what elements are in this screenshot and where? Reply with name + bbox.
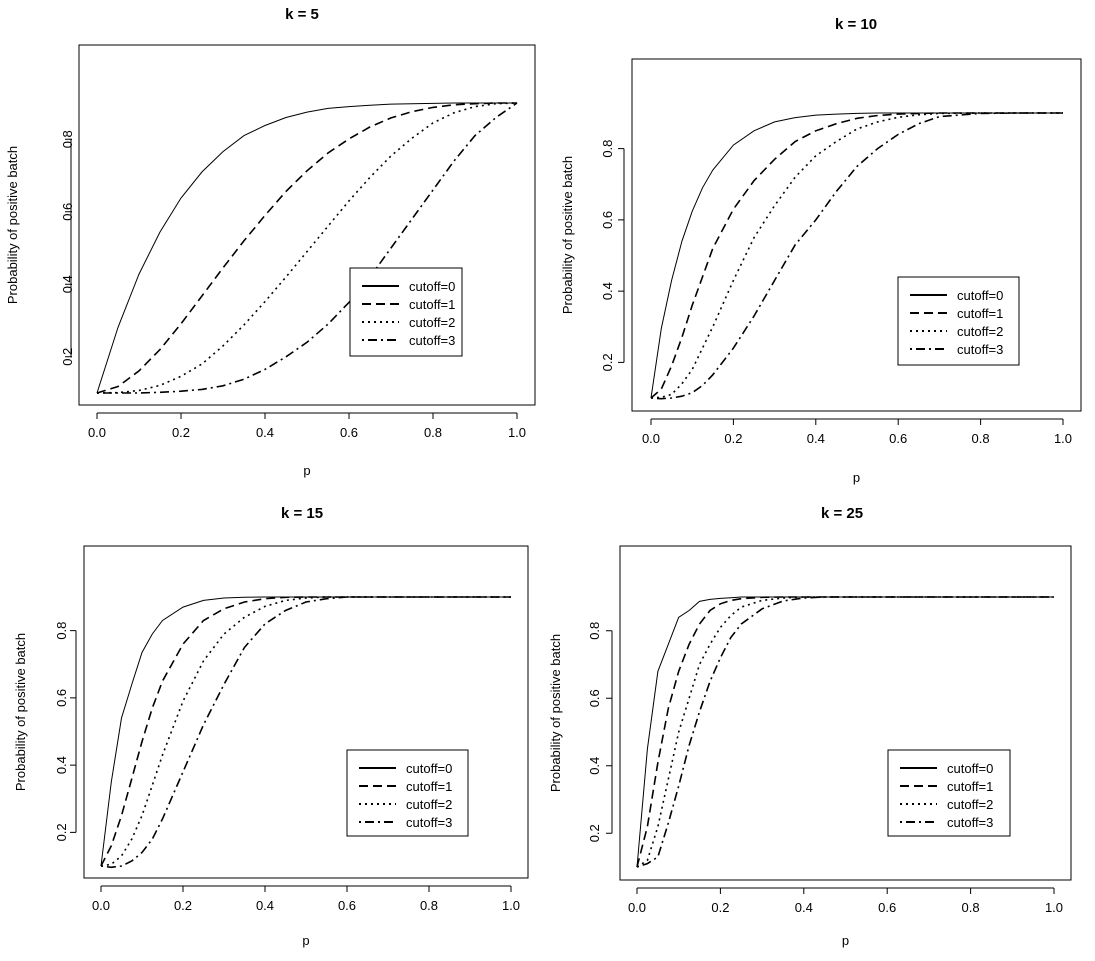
chart-title: k = 15: [281, 505, 323, 522]
x-tick-label: 0.0: [88, 425, 106, 440]
y-tick-label: 0.2: [54, 823, 69, 841]
series-line-cutoff-3: [636, 596, 1054, 868]
x-tick-label: 1.0: [502, 898, 520, 913]
plot-frame: [83, 545, 529, 879]
x-tick-label: 0.6: [340, 425, 358, 440]
panel-4: k = 25 0.0 0.2 0.4 0.6 0.8 1.0 0.2 0.4 0.6 0.8 p Pro…: [548, 505, 1072, 948]
series-line-cutoff-1: [96, 102, 517, 394]
legend-label: cutoff=1: [409, 297, 455, 312]
x-tick-label: 0.0: [628, 900, 646, 915]
y-axis-label: Probability of positive batch: [13, 633, 28, 791]
series-line-cutoff-3: [97, 102, 518, 394]
y-tick-label: 0.2: [600, 353, 615, 371]
x-axis-label: p: [302, 933, 309, 948]
x-axis-label: p: [853, 470, 860, 485]
y-tick-label: 0.4: [60, 275, 75, 293]
x-tick-label: 1.0: [1045, 900, 1063, 915]
legend: cutoff=0 cutoff=1 cutoff=2 cutoff=3: [897, 276, 1020, 366]
x-tick-label: 0.6: [878, 900, 896, 915]
x-tick-label: 0.2: [174, 898, 192, 913]
legend-label: cutoff=2: [947, 797, 993, 812]
series-line-cutoff-2: [96, 102, 518, 394]
legend-label: cutoff=2: [406, 797, 452, 812]
y-tick-label: 0.2: [587, 824, 602, 842]
legend-label: cutoff=2: [409, 315, 455, 330]
chart-title: k = 10: [835, 16, 877, 33]
series-line-cutoff-3: [100, 596, 511, 869]
legend: cutoff=0 cutoff=1 cutoff=2 cutoff=3: [349, 267, 463, 357]
series-line-cutoff-1: [650, 112, 1063, 399]
y-tick-label: 0.4: [54, 756, 69, 774]
plot-frame: [619, 545, 1072, 881]
legend-label: cutoff=3: [406, 815, 452, 830]
legend-label: cutoff=3: [957, 342, 1003, 357]
y-tick-label: 0.2: [60, 348, 75, 366]
legend-label: cutoff=1: [957, 306, 1003, 321]
y-tick-label: 0.4: [587, 757, 602, 775]
legend-label: cutoff=1: [947, 779, 993, 794]
x-tick-label: 0.2: [172, 425, 190, 440]
x-tick-label: 0.8: [420, 898, 438, 913]
plot-frame: [78, 44, 536, 406]
y-tick-label: 0.8: [60, 130, 75, 148]
legend-label: cutoff=3: [409, 333, 455, 348]
legend: cutoff=0 cutoff=1 cutoff=2 cutoff=3: [346, 749, 469, 837]
legend: cutoff=0 cutoff=1 cutoff=2 cutoff=3: [887, 749, 1011, 837]
y-tick-label: 0.8: [54, 622, 69, 640]
legend-label: cutoff=1: [406, 779, 452, 794]
x-tick-label: 0.4: [807, 431, 825, 446]
chart-title: k = 5: [285, 6, 319, 23]
x-tick-label: 0.4: [256, 898, 274, 913]
legend-label: cutoff=0: [947, 761, 993, 776]
y-axis-label: Probability of positive batch: [5, 146, 20, 304]
x-tick-label: 1.0: [1054, 431, 1072, 446]
series-line-cutoff-2: [100, 596, 511, 867]
series-line-cutoff-3: [650, 112, 1063, 400]
y-tick-label: 0.6: [600, 211, 615, 229]
x-tick-label: 1.0: [508, 425, 526, 440]
panel-1: k = 5 0.0 0.2 0.4 0.6 0.8 1.0 0.2 0.4 0.6 0.8 p Prob…: [5, 6, 536, 478]
x-tick-label: 0.0: [92, 898, 110, 913]
x-tick-label: 0.8: [424, 425, 442, 440]
x-tick-label: 0.6: [889, 431, 907, 446]
legend-label: cutoff=2: [957, 324, 1003, 339]
panel-3: k = 15 0.0 0.2 0.4 0.6 0.8 1.0 0.2 0.4 0.6 0.8 p Pro…: [13, 505, 529, 948]
chart-title: k = 25: [821, 505, 863, 522]
y-tick-label: 0.8: [587, 622, 602, 640]
legend-label: cutoff=0: [409, 279, 455, 294]
panel-2: k = 10 0.0 0.2 0.4 0.6 0.8 1.0 0.2 0.4 0.6 0.8 p Pro…: [560, 16, 1082, 485]
x-tick-label: 0.4: [795, 900, 813, 915]
series-line-cutoff-0: [96, 102, 517, 394]
x-tick-label: 0.2: [711, 900, 729, 915]
y-tick-label: 0.8: [600, 140, 615, 158]
x-tick-label: 0.8: [972, 431, 990, 446]
legend-label: cutoff=3: [947, 815, 993, 830]
y-axis-label: Probability of positive batch: [560, 156, 575, 314]
legend-box: [349, 267, 463, 357]
x-tick-label: 0.6: [338, 898, 356, 913]
x-tick-label: 0.0: [642, 431, 660, 446]
plot-frame: [631, 58, 1082, 412]
legend-label: cutoff=0: [957, 288, 1003, 303]
y-tick-label: 0.6: [60, 203, 75, 221]
series-line-cutoff-1: [636, 596, 1054, 868]
y-tick-label: 0.6: [587, 689, 602, 707]
legend-label: cutoff=0: [406, 761, 452, 776]
x-tick-label: 0.4: [256, 425, 274, 440]
x-axis-label: p: [842, 933, 849, 948]
y-tick-label: 0.6: [54, 689, 69, 707]
x-axis-label: p: [303, 463, 310, 478]
y-axis-label: Probability of positive batch: [548, 634, 563, 792]
x-tick-label: 0.8: [962, 900, 980, 915]
y-tick-label: 0.4: [600, 282, 615, 300]
x-tick-label: 0.2: [724, 431, 742, 446]
legend-box: [897, 276, 1020, 366]
